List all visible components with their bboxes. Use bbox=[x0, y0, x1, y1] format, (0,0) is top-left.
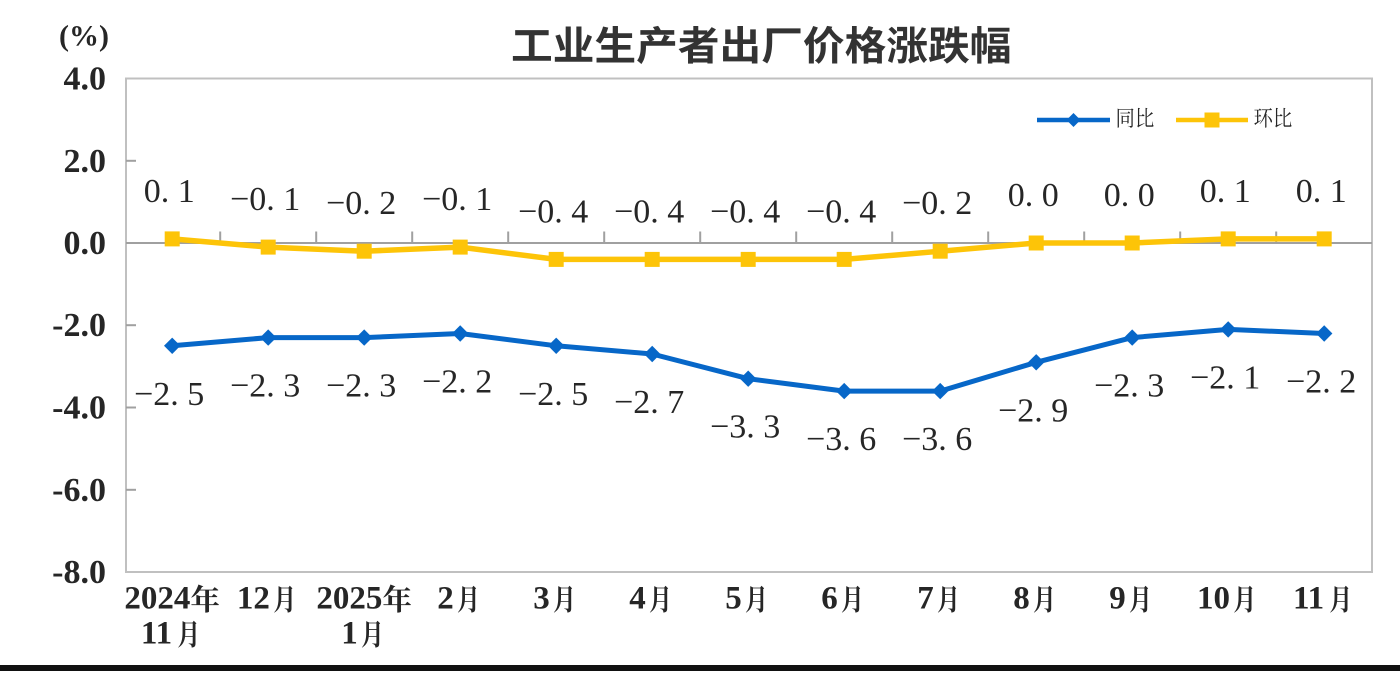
svg-text:6: 6 bbox=[821, 581, 838, 617]
svg-text:4.0: 4.0 bbox=[64, 61, 107, 98]
svg-text:−0. 1: −0. 1 bbox=[230, 181, 300, 218]
svg-text:−0. 1: −0. 1 bbox=[422, 181, 492, 218]
svg-text:−2. 5: −2. 5 bbox=[518, 376, 588, 413]
svg-text:0. 0: 0. 0 bbox=[1008, 177, 1059, 214]
svg-text:−3. 6: −3. 6 bbox=[902, 421, 972, 458]
svg-text:−2. 2: −2. 2 bbox=[422, 364, 492, 401]
svg-text:-2.0: -2.0 bbox=[52, 307, 106, 344]
svg-text:0.0: 0.0 bbox=[64, 225, 107, 262]
svg-text:−0. 4: −0. 4 bbox=[806, 193, 876, 230]
svg-text:3: 3 bbox=[533, 581, 550, 617]
svg-text:11: 11 bbox=[1293, 581, 1324, 617]
svg-text:2024: 2024 bbox=[124, 581, 190, 617]
svg-text:−3. 3: −3. 3 bbox=[710, 409, 780, 446]
svg-text:4: 4 bbox=[629, 581, 646, 617]
svg-text:−0. 4: −0. 4 bbox=[710, 193, 780, 230]
svg-text:−2. 9: −2. 9 bbox=[998, 392, 1068, 429]
svg-text:−2. 1: −2. 1 bbox=[1190, 359, 1260, 396]
svg-text:12: 12 bbox=[237, 581, 270, 617]
svg-text:−3. 6: −3. 6 bbox=[806, 421, 876, 458]
svg-text:-4.0: -4.0 bbox=[52, 390, 106, 427]
svg-text:−2. 3: −2. 3 bbox=[1094, 368, 1164, 405]
svg-text:−2. 2: −2. 2 bbox=[1286, 364, 1356, 401]
svg-text:0. 1: 0. 1 bbox=[1296, 173, 1347, 210]
svg-text:−0. 2: −0. 2 bbox=[326, 185, 396, 222]
svg-text:−0. 4: −0. 4 bbox=[614, 193, 684, 230]
svg-text:2: 2 bbox=[437, 581, 454, 617]
svg-text:−2. 3: −2. 3 bbox=[326, 368, 396, 405]
svg-text:2.0: 2.0 bbox=[64, 143, 107, 180]
svg-text:-6.0: -6.0 bbox=[52, 472, 106, 509]
svg-text:8: 8 bbox=[1013, 581, 1029, 617]
svg-text:9: 9 bbox=[1109, 581, 1126, 617]
svg-text:(%): (%) bbox=[59, 20, 109, 53]
svg-text:−0. 2: −0. 2 bbox=[902, 185, 972, 222]
svg-text:0. 0: 0. 0 bbox=[1104, 177, 1155, 214]
svg-text:2025: 2025 bbox=[316, 581, 382, 617]
svg-text:0. 1: 0. 1 bbox=[144, 173, 195, 210]
svg-text:−2. 5: −2. 5 bbox=[134, 376, 204, 413]
svg-text:0. 1: 0. 1 bbox=[1200, 173, 1251, 210]
svg-text:−2. 3: −2. 3 bbox=[230, 368, 300, 405]
svg-text:5: 5 bbox=[725, 581, 742, 617]
svg-text:10: 10 bbox=[1197, 581, 1230, 617]
svg-text:−0. 4: −0. 4 bbox=[518, 193, 588, 230]
svg-text:1: 1 bbox=[341, 616, 358, 652]
svg-text:-8.0: -8.0 bbox=[52, 554, 106, 591]
svg-text:7: 7 bbox=[917, 581, 934, 617]
svg-text:11: 11 bbox=[141, 616, 172, 652]
svg-text:−2. 7: −2. 7 bbox=[614, 384, 684, 421]
